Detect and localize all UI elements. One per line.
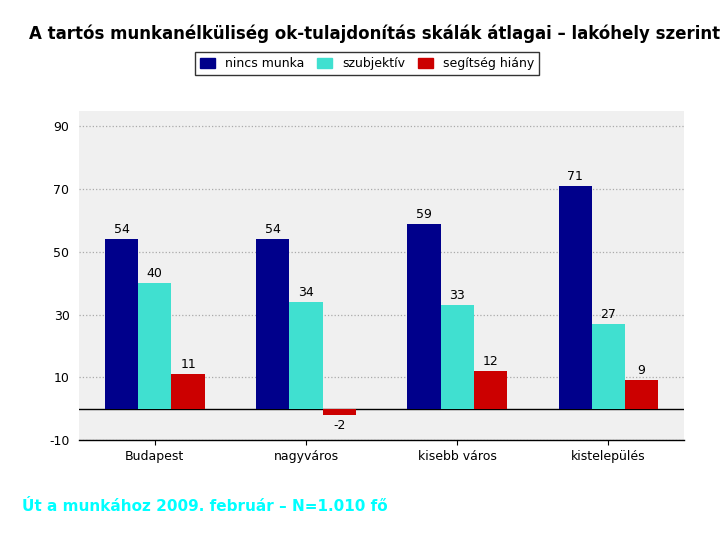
Bar bbox=[408, 224, 441, 409]
Text: 12: 12 bbox=[482, 355, 498, 368]
Text: 54: 54 bbox=[114, 223, 130, 236]
Text: 34: 34 bbox=[298, 286, 314, 299]
Legend: nincs munka, szubjektív, segítség hiány: nincs munka, szubjektív, segítség hiány bbox=[195, 52, 539, 75]
Bar bbox=[559, 186, 592, 409]
Text: 11: 11 bbox=[180, 358, 196, 371]
Bar bbox=[138, 284, 171, 409]
Text: A tartós munkanélküliség ok-tulajdonítás skálák átlagai – lakóhely szerint: A tartós munkanélküliség ok-tulajdonítás… bbox=[29, 24, 720, 43]
Text: -2: -2 bbox=[333, 418, 346, 432]
Bar bbox=[105, 239, 138, 409]
Bar bbox=[323, 409, 356, 415]
Text: 54: 54 bbox=[265, 223, 281, 236]
Text: 40: 40 bbox=[147, 267, 163, 280]
Text: 9: 9 bbox=[638, 364, 646, 377]
Text: Út a munkához 2009. február – N=1.010 fő: Út a munkához 2009. február – N=1.010 fő bbox=[22, 499, 387, 514]
Bar bbox=[474, 371, 507, 409]
Bar bbox=[441, 305, 474, 409]
Bar bbox=[171, 374, 204, 409]
Bar bbox=[256, 239, 289, 409]
Text: 71: 71 bbox=[567, 170, 583, 183]
Text: 27: 27 bbox=[600, 308, 616, 321]
Bar bbox=[592, 324, 625, 409]
Text: 59: 59 bbox=[416, 207, 432, 220]
Text: 33: 33 bbox=[449, 289, 465, 302]
Bar bbox=[289, 302, 323, 409]
Bar bbox=[625, 381, 658, 409]
